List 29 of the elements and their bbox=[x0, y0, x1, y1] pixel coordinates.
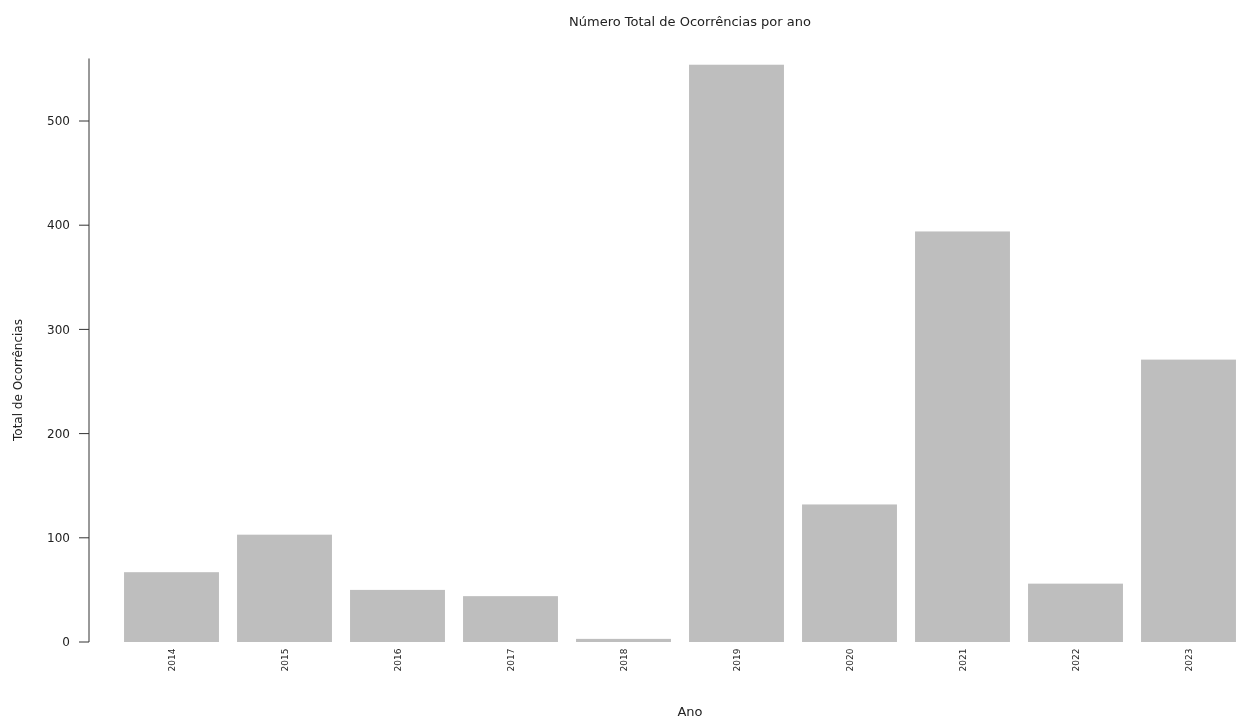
x-tick-label: 2017 bbox=[505, 648, 516, 672]
x-tick-label: 2015 bbox=[279, 648, 290, 672]
bar bbox=[124, 572, 219, 642]
y-tick-label: 200 bbox=[47, 426, 70, 441]
chart-title: Número Total de Ocorrências por ano bbox=[569, 14, 811, 29]
bar bbox=[689, 64, 784, 642]
bar bbox=[1141, 359, 1236, 642]
x-tick-label: 2016 bbox=[392, 648, 403, 672]
x-tick-label: 2018 bbox=[618, 648, 629, 672]
bar bbox=[576, 638, 671, 642]
y-tick-label: 500 bbox=[47, 114, 70, 129]
x-tick-label: 2020 bbox=[844, 648, 855, 672]
x-tick-label: 2014 bbox=[166, 648, 177, 672]
bar bbox=[802, 504, 897, 642]
x-tick-label: 2022 bbox=[1070, 648, 1081, 672]
y-tick-label: 0 bbox=[62, 635, 70, 650]
bar bbox=[915, 231, 1010, 642]
bar bbox=[1028, 583, 1123, 642]
y-axis-title: Total de Ocorrências bbox=[11, 319, 25, 442]
y-tick-label: 300 bbox=[47, 322, 70, 337]
y-tick-label: 100 bbox=[47, 531, 70, 545]
x-axis-title: Ano bbox=[677, 704, 703, 719]
bar bbox=[463, 596, 558, 642]
bar bbox=[237, 534, 332, 642]
x-tick-label: 2021 bbox=[957, 648, 968, 672]
x-tick-label: 2019 bbox=[731, 648, 742, 672]
bar bbox=[350, 589, 445, 642]
y-tick-label: 400 bbox=[47, 218, 70, 233]
x-tick-label: 2023 bbox=[1183, 648, 1194, 672]
